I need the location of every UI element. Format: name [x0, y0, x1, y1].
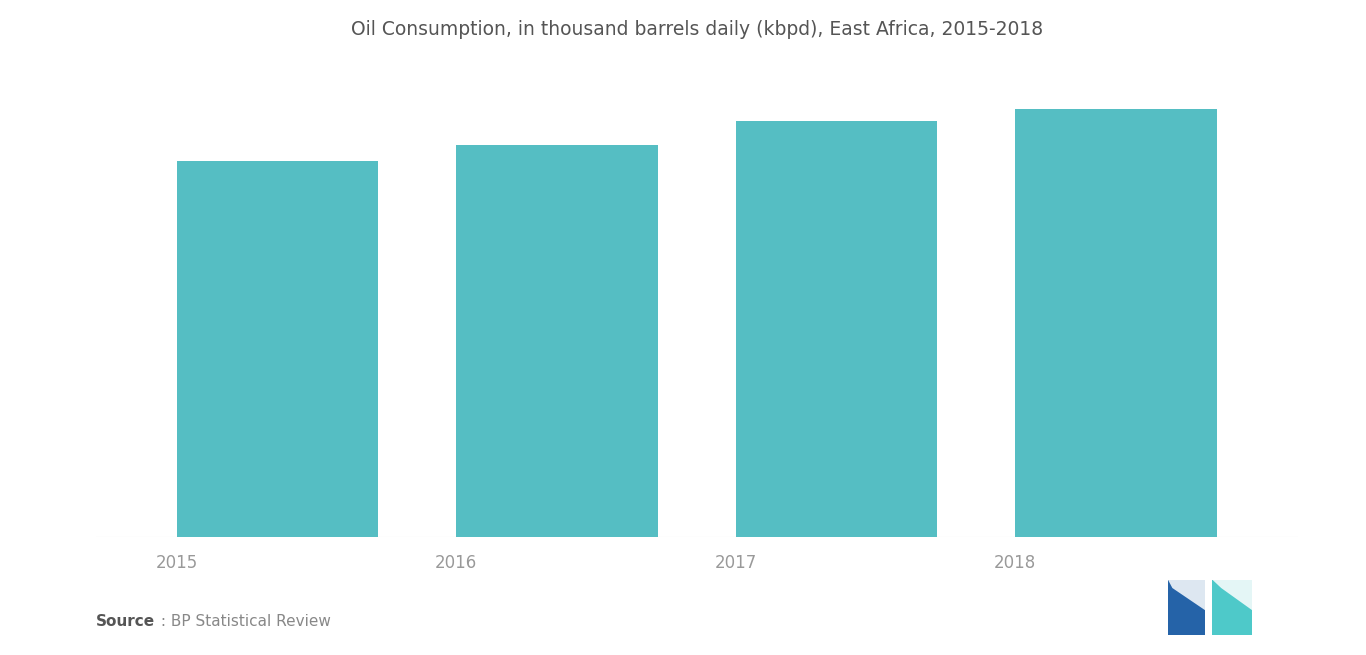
Polygon shape: [1213, 580, 1253, 610]
Polygon shape: [1213, 580, 1253, 635]
Polygon shape: [1168, 580, 1205, 610]
Bar: [456, 145, 657, 537]
Bar: [736, 121, 937, 537]
Text: Source: Source: [96, 614, 154, 629]
Title: Oil Consumption, in thousand barrels daily (kbpd), East Africa, 2015-2018: Oil Consumption, in thousand barrels dai…: [351, 20, 1042, 39]
Bar: [1015, 109, 1217, 537]
Text: : BP Statistical Review: : BP Statistical Review: [156, 614, 331, 629]
Polygon shape: [1168, 580, 1205, 635]
Bar: [176, 161, 378, 537]
